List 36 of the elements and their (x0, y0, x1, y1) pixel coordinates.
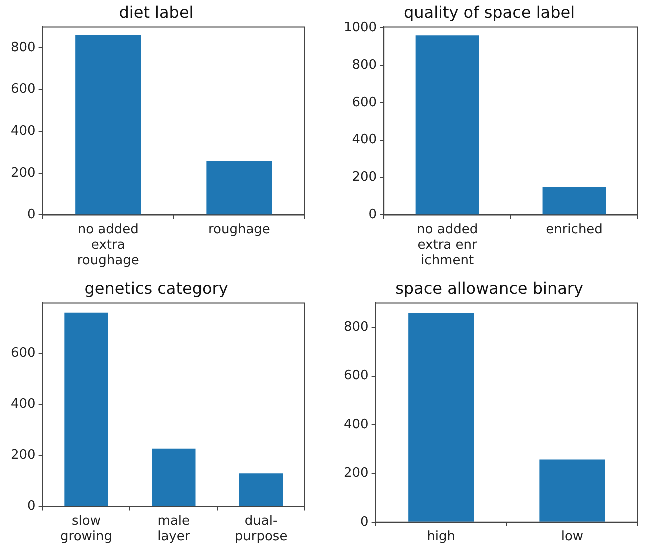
y-tick-label: 800 (10, 40, 36, 56)
y-tick-label: 600 (344, 368, 369, 384)
bar (152, 448, 196, 506)
y-tick-label: 400 (352, 132, 378, 148)
y-tick-label: 200 (10, 166, 36, 181)
y-tick-label: 200 (344, 466, 369, 482)
x-tick-label: male layer (158, 514, 191, 545)
y-tick-label: 400 (344, 417, 369, 432)
y-tick-label: 400 (10, 397, 36, 412)
y-tick-label: 600 (10, 346, 36, 362)
y-tick-label: 800 (352, 58, 378, 73)
y-tick-label: 0 (28, 499, 36, 514)
y-tick-label: 600 (352, 95, 378, 110)
chart-title: space allowance binary (396, 278, 584, 298)
y-tick-label: 0 (28, 208, 36, 223)
y-tick-label: 0 (368, 208, 378, 223)
y-tick-label: 0 (360, 514, 369, 530)
x-tick-label: dual- purpose (234, 514, 288, 545)
x-tick-label: slow growing (60, 514, 113, 545)
y-tick-label: 600 (10, 82, 36, 98)
x-tick-label: no added extra roughage (77, 222, 140, 269)
y-tick-label: 1000 (344, 20, 378, 36)
x-tick-label: enriched (546, 222, 603, 238)
chart-title: genetics category (84, 278, 228, 298)
bar (64, 312, 108, 506)
x-tick-label: roughage (208, 222, 270, 238)
y-tick-label: 200 (352, 170, 378, 186)
chart-title: diet label (119, 2, 194, 22)
y-tick-label: 200 (10, 448, 36, 464)
x-tick-label: high (427, 530, 456, 545)
x-tick-label: low (561, 530, 584, 545)
y-tick-label: 800 (344, 320, 369, 335)
x-tick-label: no added extra enr ichment (417, 222, 478, 269)
bar (239, 474, 284, 506)
y-tick-label: 400 (10, 124, 36, 140)
chart-title: quality of space label (404, 2, 576, 22)
